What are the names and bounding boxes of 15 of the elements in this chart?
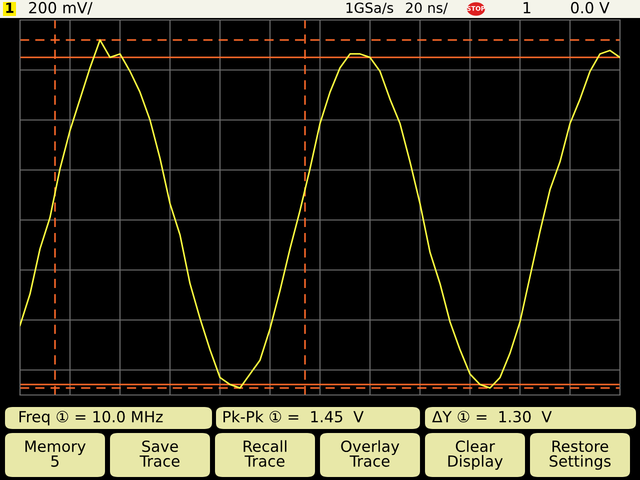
- text: Clear Display: [448, 440, 503, 470]
- text: Overlay Trace: [341, 440, 400, 467]
- text: 1: [6, 2, 14, 13]
- text: Memory 5: [25, 440, 86, 467]
- text: ΔY ① = 1.30 V: [432, 410, 552, 422]
- text: Freq ① = 10.0 MHz: [20, 410, 163, 426]
- text: 1GSa/s: [346, 2, 394, 14]
- text: 0.0 V: [571, 2, 610, 14]
- text: 200 mV/: [29, 2, 92, 15]
- text: Recall Trace: [244, 440, 286, 467]
- text: Save Trace: [140, 440, 180, 467]
- text: Restore Settings: [550, 440, 611, 470]
- text: Pk-Pk ① = 1.45 V: [224, 410, 364, 422]
- text: 20 ns/: [406, 2, 448, 14]
- text: 1: [524, 2, 530, 14]
